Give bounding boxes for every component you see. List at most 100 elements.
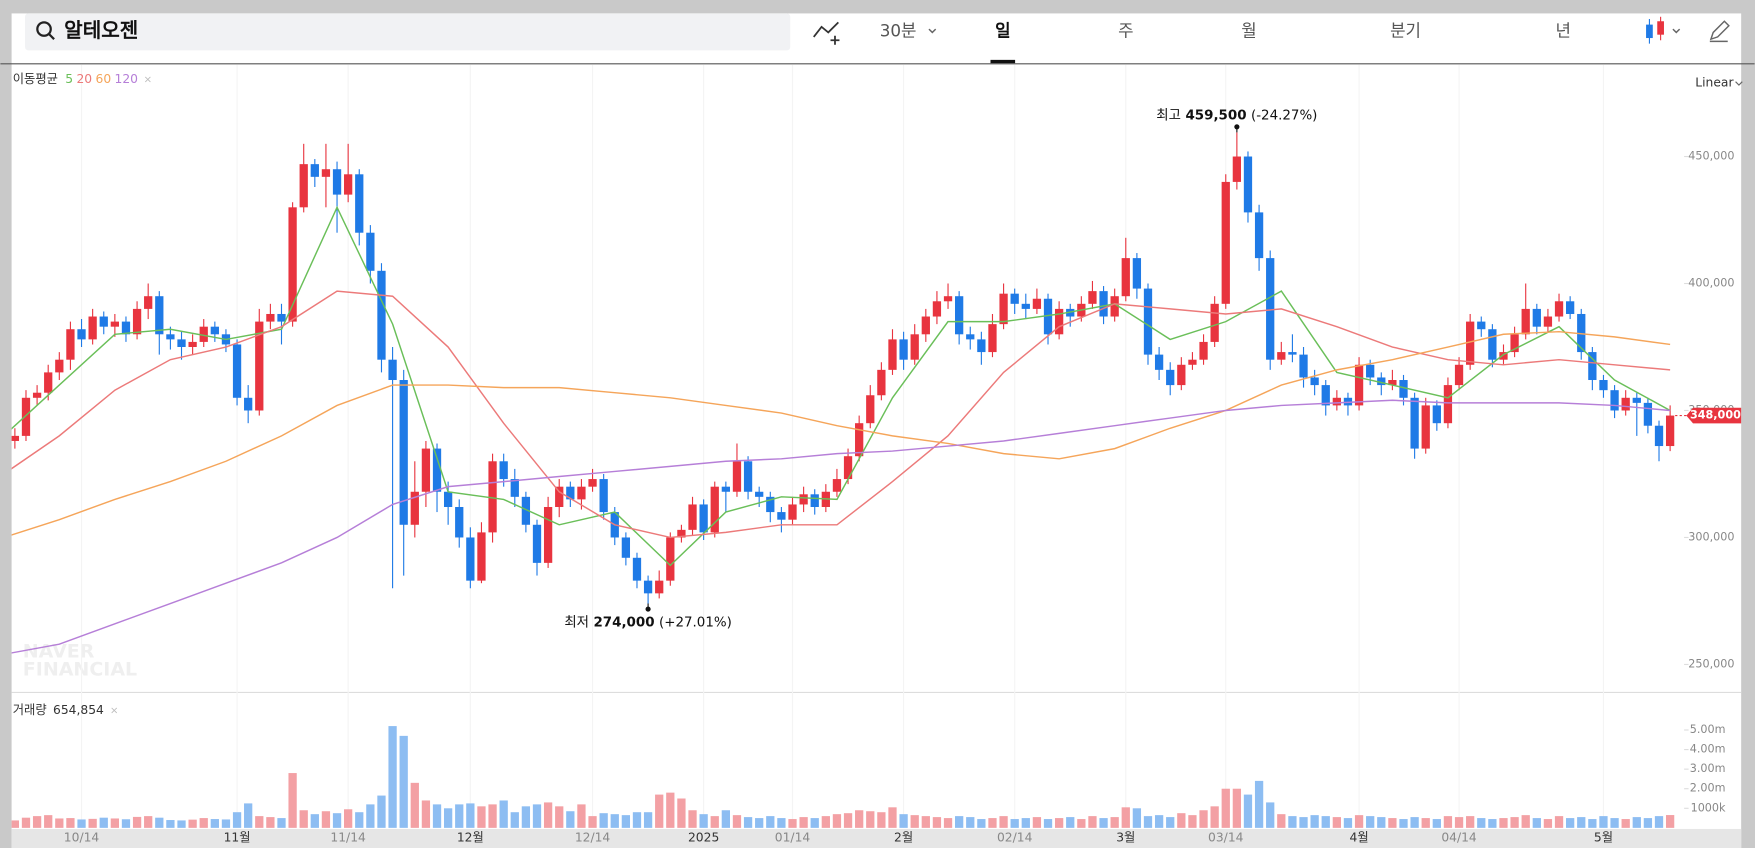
volume-bar: [221, 819, 231, 828]
volume-bar: [1254, 780, 1264, 828]
close-icon: ×: [144, 74, 152, 85]
candle-body: [1021, 303, 1030, 309]
y-tick-label: 1000k: [1691, 801, 1726, 814]
candle-body: [977, 339, 986, 353]
period-tab[interactable]: 월: [1241, 20, 1256, 40]
candle-body: [1643, 402, 1653, 426]
volume-bar: [1665, 815, 1675, 828]
candle-body: [988, 324, 997, 353]
candle-body: [1466, 321, 1475, 365]
volume-bar: [655, 794, 664, 828]
panel: [11, 13, 1742, 848]
candle-body: [88, 316, 97, 340]
candle-body: [244, 397, 253, 411]
x-tick-label: 03/14: [1208, 830, 1244, 844]
volume-bar: [643, 812, 653, 828]
volume-bar: [610, 814, 619, 828]
volume-bar: [132, 816, 142, 828]
volume-bar: [1232, 788, 1242, 828]
volume-bar: [1221, 788, 1230, 828]
period-tab[interactable]: 주: [1118, 20, 1133, 40]
candle-body: [1310, 377, 1319, 386]
search-text[interactable]: 알테오젠: [64, 18, 138, 42]
draw-tool-icon[interactable]: [813, 21, 840, 45]
period-tab[interactable]: 일: [995, 20, 1010, 40]
candle-body: [188, 341, 197, 347]
candle-body: [1632, 397, 1641, 403]
candle-body: [1477, 321, 1486, 330]
close-icon: ×: [110, 705, 118, 716]
candle-body: [1188, 359, 1197, 365]
annotation-prefix: 최저: [564, 615, 589, 631]
pencil-icon[interactable]: [1709, 20, 1730, 43]
volume-bar: [410, 782, 419, 828]
candle-body: [1132, 258, 1142, 289]
volume-bar: [799, 817, 808, 828]
volume-bar: [1654, 816, 1664, 828]
candle-body: [1665, 415, 1675, 447]
volume-bar: [955, 816, 964, 828]
volume-bar: [11, 820, 20, 828]
ma-legend-label: 이동평균: [13, 72, 58, 86]
candle-body: [1243, 156, 1253, 213]
volume-legend-label: 거래량: [13, 703, 47, 717]
candle-body: [377, 270, 386, 360]
volume-bar: [1266, 802, 1275, 828]
volume-bar: [821, 816, 830, 828]
volume-bar: [1577, 817, 1586, 828]
candle-body: [1221, 181, 1230, 304]
volume-bar: [421, 800, 431, 828]
volume-bar: [1388, 818, 1397, 828]
candle-body: [755, 491, 764, 497]
candle-body: [1410, 397, 1419, 449]
candle-body: [1088, 291, 1097, 304]
candle-body: [299, 164, 308, 208]
candle-body: [732, 461, 742, 492]
y-tick-label: 2.00m: [1690, 782, 1726, 795]
volume-bar: [899, 814, 908, 828]
candle-body: [1210, 303, 1219, 342]
volume-bar: [21, 817, 31, 828]
volume-bar: [621, 815, 631, 828]
candle-body: [1177, 364, 1186, 386]
volume-bar: [355, 812, 364, 828]
candle-body: [1377, 377, 1386, 386]
volume-bar: [677, 798, 686, 828]
chart-type-icon[interactable]: [1646, 16, 1681, 44]
candle-body: [399, 380, 408, 525]
volume-bar: [177, 820, 186, 828]
volume-bar: [110, 818, 119, 828]
interval-select[interactable]: 30분: [880, 20, 917, 40]
annotation: 최저 274,000 (+27.01%): [564, 615, 731, 631]
period-tab[interactable]: 년: [1556, 20, 1571, 40]
candle-body: [144, 296, 153, 309]
scale-select[interactable]: Linear: [1695, 75, 1734, 89]
candle-body: [921, 316, 930, 335]
volume-bar: [310, 814, 319, 828]
candle-body: [232, 344, 242, 398]
annotation-value: 274,000: [593, 616, 654, 631]
candle-body: [1543, 316, 1553, 327]
search-box[interactable]: [25, 13, 791, 51]
volume-bar: [377, 795, 386, 828]
period-tab[interactable]: 분기: [1390, 20, 1421, 40]
candle-body: [955, 296, 964, 335]
candle-body: [1488, 329, 1497, 360]
candle-body: [699, 504, 708, 533]
candle-body: [1621, 397, 1630, 411]
volume-bar: [1277, 814, 1286, 828]
candle-body: [455, 506, 464, 538]
candle-body: [1288, 352, 1297, 355]
candle-body: [943, 296, 953, 302]
volume-bar: [299, 810, 308, 828]
candle-body: [1588, 352, 1597, 381]
candle-body: [966, 334, 975, 340]
volume-bar: [499, 800, 508, 828]
volume-bar: [1499, 818, 1508, 828]
y-tick-label: 4.00m: [1690, 743, 1726, 756]
x-tick-label: 3월: [1116, 830, 1135, 844]
search-icon: [48, 33, 55, 40]
icon-part: [1646, 24, 1653, 39]
